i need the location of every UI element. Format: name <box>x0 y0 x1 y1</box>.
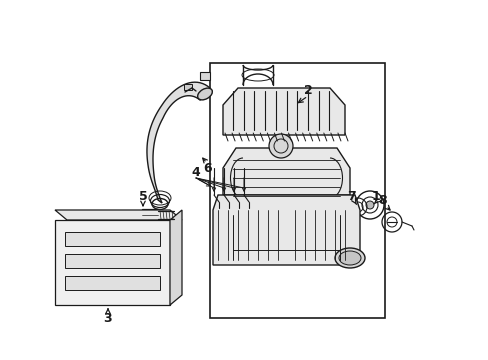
Polygon shape <box>223 148 349 195</box>
Bar <box>183 84 192 90</box>
Ellipse shape <box>197 88 212 100</box>
Bar <box>65 232 160 246</box>
Bar <box>65 276 160 290</box>
Bar <box>209 63 384 318</box>
Text: 1: 1 <box>371 189 380 202</box>
Polygon shape <box>55 210 182 220</box>
Polygon shape <box>170 210 182 305</box>
Ellipse shape <box>338 251 360 265</box>
Text: 3: 3 <box>103 311 112 324</box>
Polygon shape <box>213 195 359 265</box>
Circle shape <box>268 134 292 158</box>
Bar <box>142 209 158 221</box>
Text: 2: 2 <box>303 84 312 96</box>
Text: 6: 6 <box>203 162 212 175</box>
Polygon shape <box>223 88 345 135</box>
Polygon shape <box>147 82 209 203</box>
Text: 7: 7 <box>346 189 355 202</box>
Ellipse shape <box>334 248 364 268</box>
Text: 4: 4 <box>191 166 200 179</box>
Bar <box>65 254 160 268</box>
Text: 5: 5 <box>138 189 147 202</box>
Circle shape <box>365 201 373 209</box>
Bar <box>55 220 170 305</box>
Text: 8: 8 <box>378 194 386 207</box>
Bar <box>200 72 209 80</box>
